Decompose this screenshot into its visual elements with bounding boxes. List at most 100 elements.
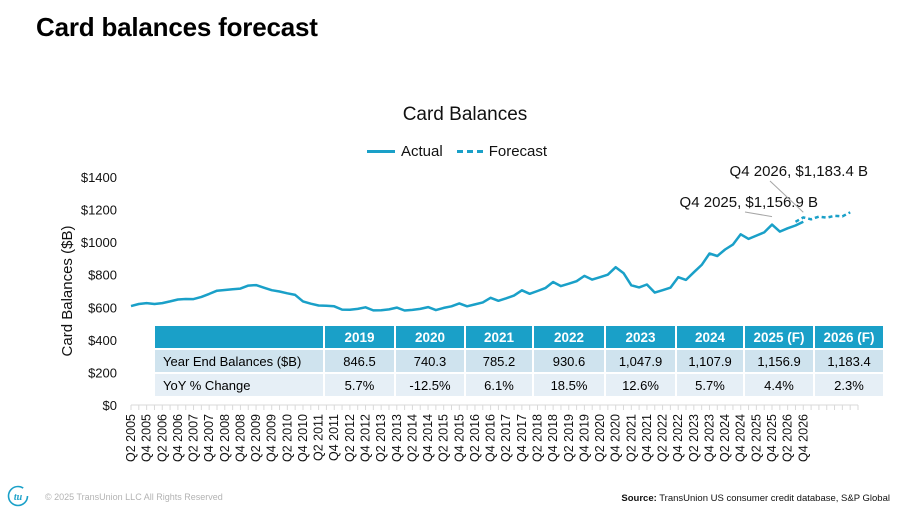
x-tick-label: Q4 2016: [484, 414, 498, 462]
x-tick-label: Q2 2024: [718, 414, 732, 462]
x-tick-label: Q2 2026: [781, 414, 795, 462]
y-tick-label: $1200: [81, 203, 117, 218]
x-tick-label: Q4 2025: [765, 414, 779, 462]
annotation-leader-line: [769, 180, 804, 213]
x-tick-label: Q2 2016: [468, 414, 482, 462]
x-tick-label: Q4 2021: [640, 414, 654, 462]
legend-label-actual: Actual: [401, 143, 443, 160]
table-cell: 785.2: [464, 348, 534, 374]
table-header-cell: 2023: [604, 324, 677, 350]
table-row-balances: Year End Balances ($B) 846.5 740.3 785.2…: [153, 348, 885, 374]
x-tick-label: Q4 2007: [202, 414, 216, 462]
x-tick-label: Q4 2006: [171, 414, 185, 462]
x-tick-label: Q2 2020: [593, 414, 607, 462]
table-header-cell: 2022: [532, 324, 606, 350]
table-cell: 2.3%: [813, 372, 885, 398]
x-tick-label: Q4 2012: [359, 414, 373, 462]
table-cell: 5.7%: [323, 372, 396, 398]
x-tick-label: Q4 2017: [515, 414, 529, 462]
table-cell: 4.4%: [743, 372, 815, 398]
x-tick-label: Q4 2010: [296, 414, 310, 462]
x-tick-label: Q4 2015: [452, 414, 466, 462]
legend-dashed-line-icon: [456, 150, 483, 153]
table-header-cell: 2021: [464, 324, 534, 350]
chart-legend: Actual Forecast: [367, 143, 561, 160]
x-tick-label: Q4 2020: [609, 414, 623, 462]
source-text: TransUnion US consumer credit database, …: [656, 493, 890, 504]
x-tick-label: Q2 2009: [249, 414, 263, 462]
table-header-cell: 2026 (F): [813, 324, 885, 350]
x-tick-label: Q4 2008: [233, 414, 247, 462]
source-note: Source: TransUnion US consumer credit da…: [621, 493, 890, 504]
x-tick-label: Q4 2026: [796, 414, 810, 462]
copyright-text: © 2025 TransUnion LLC All Rights Reserve…: [45, 492, 223, 502]
y-axis-title: Card Balances ($B): [59, 226, 76, 357]
annotation-leader-line: [744, 211, 773, 218]
year-end-table: 2019 2020 2021 2022 2023 2024 2025 (F) 2…: [153, 324, 885, 398]
table-header-row: 2019 2020 2021 2022 2023 2024 2025 (F) 2…: [153, 324, 885, 350]
x-tick-label: Q4 2013: [390, 414, 404, 462]
table-cell: 1,107.9: [675, 348, 745, 374]
x-tick-label: Q2 2015: [437, 414, 451, 462]
x-tick-label: Q4 2014: [421, 414, 435, 462]
y-tick-label: $800: [88, 268, 117, 283]
x-tick-label: Q2 2025: [749, 414, 763, 462]
x-tick-label: Q2 2019: [562, 414, 576, 462]
source-label: Source:: [621, 493, 657, 504]
x-tick-label: Q4 2011: [327, 414, 341, 461]
x-axis: Q2 2005 Q4 2005 Q2 2006 Q4 2006 Q2 2007 Q4 20…: [124, 404, 859, 462]
table-cell: 12.6%: [604, 372, 677, 398]
annotation-label: Q4 2025, $1,156.9 B: [680, 194, 818, 211]
legend-item-actual: Actual: [367, 143, 443, 160]
x-tick-label: Q4 2019: [577, 414, 591, 462]
table-cell: -12.5%: [394, 372, 466, 398]
y-tick-label: $1000: [81, 235, 117, 250]
x-tick-label: Q4 2023: [702, 414, 716, 462]
legend-solid-line-icon: [367, 150, 395, 153]
x-tick-label: Q2 2010: [280, 414, 294, 462]
x-tick-label: Q2 2021: [624, 414, 638, 462]
table-header-cell: 2024: [675, 324, 745, 350]
annotations-group: Q4 2025, $1,156.9 B Q4 2026, $1,183.4 B: [680, 163, 868, 218]
x-tick-label: Q2 2014: [405, 414, 419, 462]
x-tick-label: Q2 2011: [312, 414, 326, 461]
y-tick-label: $0: [103, 398, 117, 413]
x-tick-label: Q2 2013: [374, 414, 388, 462]
table-row-label: Year End Balances ($B): [153, 348, 325, 374]
table-cell: 5.7%: [675, 372, 745, 398]
x-tick-label: Q2 2018: [530, 414, 544, 462]
table-cell: 1,183.4: [813, 348, 885, 374]
annotation-label: Q4 2026, $1,183.4 B: [730, 163, 868, 180]
table-cell: 18.5%: [532, 372, 606, 398]
series-line-actual: [130, 220, 804, 312]
table-cell: 1,047.9: [604, 348, 677, 374]
table-header-blank: [153, 324, 325, 350]
y-tick-label: $200: [88, 365, 117, 380]
table-row-yoy: YoY % Change 5.7% -12.5% 6.1% 18.5% 12.6…: [153, 372, 885, 398]
x-tick-label: Q4 2024: [734, 414, 748, 462]
table-header-cell: 2025 (F): [743, 324, 815, 350]
series-line-forecast: [794, 211, 851, 223]
x-tick-label: Q4 2022: [671, 414, 685, 462]
x-tick-label: Q2 2023: [687, 414, 701, 462]
x-tick-label: Q2 2006: [155, 414, 169, 462]
table-header-cell: 2020: [394, 324, 466, 350]
y-axis: $0 $200 $400 $600 $800 $1000 $1200 $1400 Card Ba…: [59, 170, 117, 413]
table-cell: 1,156.9: [743, 348, 815, 374]
x-tick-label: Q4 2009: [265, 414, 279, 462]
table-cell: 740.3: [394, 348, 466, 374]
transunion-logo-icon: tu: [7, 485, 29, 507]
table-row-label: YoY % Change: [153, 372, 325, 398]
chart-title: Card Balances: [402, 104, 528, 125]
series-group: [130, 211, 851, 312]
table-cell: 930.6: [532, 348, 606, 374]
legend-item-forecast: Forecast: [456, 143, 547, 160]
x-tick-label: Q2 2022: [656, 414, 670, 462]
x-tick-label: Q2 2017: [499, 414, 513, 462]
table-cell: 846.5: [323, 348, 396, 374]
x-tick-label: Q2 2005: [124, 414, 138, 462]
x-tick-label: Q2 2007: [187, 414, 201, 462]
table-header-cell: 2019: [323, 324, 396, 350]
page-title: Card balances forecast: [36, 12, 318, 42]
